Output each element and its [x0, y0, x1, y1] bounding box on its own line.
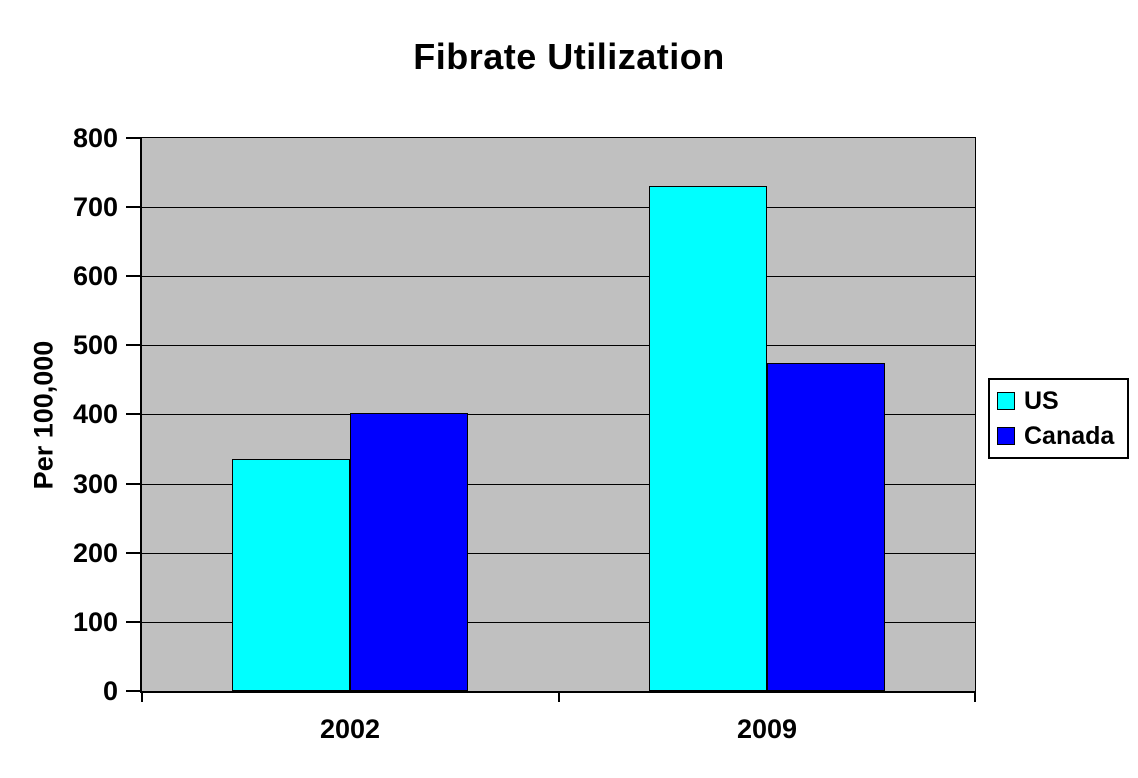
y-axis-tick	[126, 344, 140, 346]
y-axis-tick	[126, 275, 140, 277]
y-tick-label: 600	[72, 261, 118, 291]
legend-swatch-us-icon	[997, 392, 1015, 410]
x-axis-tick	[974, 693, 976, 702]
y-tick-label: 300	[72, 469, 118, 499]
x-axis-tick	[558, 693, 560, 702]
x-tick-label: 2002	[319, 714, 381, 744]
legend-label: Canada	[1024, 421, 1115, 450]
gridline	[142, 484, 975, 485]
gridline	[142, 276, 975, 277]
gridline	[142, 345, 975, 346]
y-axis-title: Per 100,000	[28, 340, 59, 490]
bar-canada-2002	[350, 413, 468, 691]
legend-item-canada: Canada	[997, 421, 1120, 451]
y-tick-label: 700	[72, 192, 118, 222]
y-tick-label: 400	[72, 399, 118, 429]
y-axis-tick	[126, 483, 140, 485]
y-tick-label: 800	[72, 123, 118, 153]
plot-area	[140, 137, 976, 693]
gridline	[142, 622, 975, 623]
x-axis-tick	[141, 693, 143, 702]
y-axis-tick	[126, 137, 140, 139]
y-axis-tick	[126, 206, 140, 208]
x-tick-label: 2009	[736, 714, 798, 744]
y-tick-label: 100	[72, 607, 118, 637]
legend-label: US	[1024, 386, 1059, 415]
legend-swatch-canada-icon	[997, 427, 1015, 445]
chart-title: Fibrate Utilization	[413, 36, 725, 77]
bar-us-2009	[649, 186, 767, 691]
y-axis-tick	[126, 621, 140, 623]
gridline	[142, 553, 975, 554]
y-axis-tick	[126, 690, 140, 692]
gridline	[142, 207, 975, 208]
legend-item-us: US	[997, 386, 1120, 416]
gridline	[142, 414, 975, 415]
y-axis-tick	[126, 552, 140, 554]
bar-canada-2009	[767, 363, 885, 691]
y-tick-label: 0	[102, 676, 118, 706]
y-axis-tick	[126, 413, 140, 415]
legend: US Canada	[988, 378, 1129, 459]
y-tick-label: 500	[72, 330, 118, 360]
y-tick-label: 200	[72, 538, 118, 568]
bar-us-2002	[232, 459, 350, 691]
